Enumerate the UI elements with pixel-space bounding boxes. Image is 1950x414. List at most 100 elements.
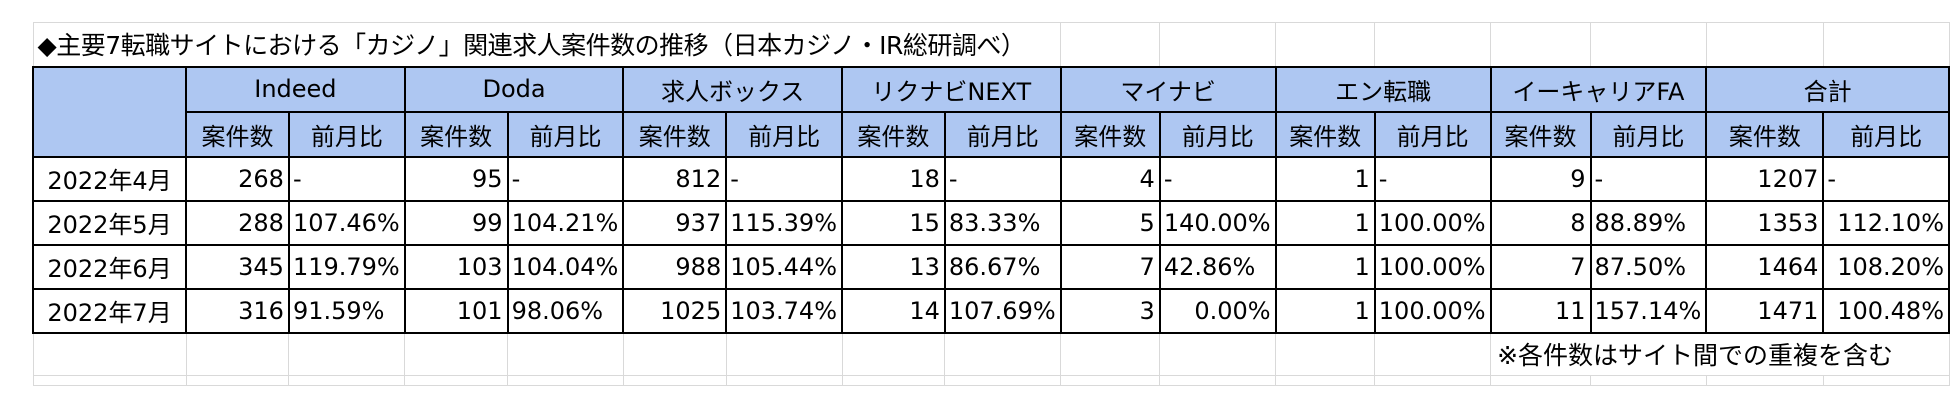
count-cell[interactable]: 7 — [1059, 243, 1161, 290]
count-cell[interactable]: 1353 — [1705, 199, 1825, 246]
sub-header-count[interactable]: 案件数 — [1705, 110, 1825, 158]
mom-cell[interactable]: 107.46% — [287, 199, 406, 246]
count-cell[interactable]: 988 — [622, 243, 728, 290]
empty-cell[interactable] — [507, 332, 624, 376]
mom-cell[interactable]: 104.04% — [506, 243, 625, 290]
sub-header-mom[interactable]: 前月比 — [943, 110, 1062, 158]
count-cell[interactable]: 345 — [185, 243, 290, 290]
count-cell[interactable]: 7 — [1489, 243, 1592, 290]
empty-cell[interactable] — [622, 375, 727, 386]
empty-cell[interactable] — [1490, 375, 1591, 386]
empty-cell[interactable] — [1060, 22, 1161, 67]
empty-cell[interactable] — [1705, 22, 1824, 67]
mom-cell[interactable]: - — [506, 155, 625, 202]
site-header-total[interactable]: 合計 — [1705, 65, 1950, 113]
site-header-mynavi[interactable]: マイナビ — [1059, 65, 1277, 113]
empty-cell[interactable] — [1159, 375, 1277, 386]
header-corner-cell[interactable] — [31, 65, 188, 158]
sub-header-mom[interactable]: 前月比 — [1158, 110, 1277, 158]
count-cell[interactable]: 1464 — [1705, 243, 1825, 290]
count-cell[interactable]: 101 — [403, 287, 509, 334]
mom-cell[interactable]: 91.59% — [287, 287, 406, 334]
mom-cell[interactable]: 100.00% — [1373, 287, 1492, 334]
mom-cell[interactable]: 104.21% — [506, 199, 625, 246]
empty-cell[interactable] — [404, 375, 509, 386]
count-cell[interactable]: 103 — [403, 243, 509, 290]
empty-cell[interactable] — [1590, 375, 1707, 386]
empty-cell[interactable] — [944, 332, 1062, 376]
empty-cell[interactable] — [841, 332, 946, 376]
sub-header-mom[interactable]: 前月比 — [287, 110, 406, 158]
count-cell[interactable]: 812 — [622, 155, 728, 202]
count-cell[interactable]: 268 — [185, 155, 290, 202]
empty-cell[interactable] — [622, 332, 727, 376]
sub-header-count[interactable]: 案件数 — [1059, 110, 1161, 158]
mom-cell[interactable]: 83.33% — [943, 199, 1062, 246]
month-cell[interactable]: 2022年6月 — [31, 243, 188, 290]
empty-cell[interactable] — [1275, 22, 1376, 67]
site-header-indeed[interactable]: Indeed — [185, 65, 406, 113]
empty-cell[interactable] — [288, 375, 406, 386]
empty-cell[interactable] — [841, 375, 946, 386]
mom-cell[interactable]: 107.69% — [943, 287, 1062, 334]
count-cell[interactable]: 1471 — [1705, 287, 1825, 334]
count-cell[interactable]: 8 — [1489, 199, 1592, 246]
count-cell[interactable]: 18 — [841, 155, 946, 202]
empty-cell[interactable] — [944, 375, 1062, 386]
count-cell[interactable]: 99 — [403, 199, 509, 246]
empty-cell[interactable] — [1374, 22, 1492, 67]
mom-cell[interactable]: 157.14% — [1589, 287, 1708, 334]
count-cell[interactable]: 4 — [1059, 155, 1161, 202]
mom-cell[interactable]: - — [1822, 155, 1950, 202]
empty-cell[interactable] — [1275, 375, 1376, 386]
mom-cell[interactable]: 87.50% — [1589, 243, 1708, 290]
empty-cell[interactable] — [1159, 22, 1277, 67]
sub-header-count[interactable]: 案件数 — [185, 110, 290, 158]
table-title[interactable]: ◆主要7転職サイトにおける「カジノ」関連求人案件数の推移（日本カジノ・IR総研調… — [32, 22, 1062, 67]
count-cell[interactable]: 9 — [1489, 155, 1592, 202]
empty-cell[interactable] — [185, 375, 290, 386]
count-cell[interactable]: 1 — [1274, 243, 1376, 290]
mom-cell[interactable]: 140.00% — [1158, 199, 1277, 246]
mom-cell[interactable]: 88.89% — [1589, 199, 1708, 246]
count-cell[interactable]: 288 — [185, 199, 290, 246]
mom-cell[interactable]: 105.44% — [725, 243, 843, 290]
count-cell[interactable]: 1025 — [622, 287, 728, 334]
sub-header-mom[interactable]: 前月比 — [1373, 110, 1492, 158]
mom-cell[interactable]: 115.39% — [725, 199, 843, 246]
count-cell[interactable]: 11 — [1489, 287, 1592, 334]
count-cell[interactable]: 316 — [185, 287, 290, 334]
mom-cell[interactable]: 100.48% — [1822, 287, 1950, 334]
footnote[interactable]: ※各件数はサイト間での重複を含む — [1490, 332, 1950, 376]
mom-cell[interactable]: - — [943, 155, 1062, 202]
month-cell[interactable]: 2022年4月 — [31, 155, 188, 202]
month-cell[interactable]: 2022年7月 — [31, 287, 188, 334]
mom-cell[interactable]: 86.67% — [943, 243, 1062, 290]
mom-cell[interactable]: 108.20% — [1822, 243, 1950, 290]
mom-cell[interactable]: 0.00% — [1158, 287, 1277, 334]
mom-cell[interactable]: - — [725, 155, 843, 202]
empty-cell[interactable] — [1275, 332, 1376, 376]
site-header-kyujin-box[interactable]: 求人ボックス — [622, 65, 843, 113]
count-cell[interactable]: 14 — [841, 287, 946, 334]
empty-cell[interactable] — [1590, 22, 1707, 67]
count-cell[interactable]: 5 — [1059, 199, 1161, 246]
count-cell[interactable]: 937 — [622, 199, 728, 246]
count-cell[interactable]: 1 — [1274, 155, 1376, 202]
empty-cell[interactable] — [288, 332, 406, 376]
mom-cell[interactable]: - — [1158, 155, 1277, 202]
empty-cell[interactable] — [1374, 375, 1492, 386]
empty-cell[interactable] — [32, 375, 187, 386]
empty-cell[interactable] — [1705, 375, 1824, 386]
mom-cell[interactable]: - — [1589, 155, 1708, 202]
mom-cell[interactable]: 100.00% — [1373, 199, 1492, 246]
site-header-doda[interactable]: Doda — [403, 65, 625, 113]
sub-header-count[interactable]: 案件数 — [841, 110, 946, 158]
empty-cell[interactable] — [1060, 375, 1161, 386]
month-cell[interactable]: 2022年5月 — [31, 199, 188, 246]
count-cell[interactable]: 95 — [403, 155, 509, 202]
empty-cell[interactable] — [1822, 22, 1950, 67]
count-cell[interactable]: 1207 — [1705, 155, 1825, 202]
mom-cell[interactable]: 98.06% — [506, 287, 625, 334]
site-header-en-tenshoku[interactable]: エン転職 — [1274, 65, 1492, 113]
